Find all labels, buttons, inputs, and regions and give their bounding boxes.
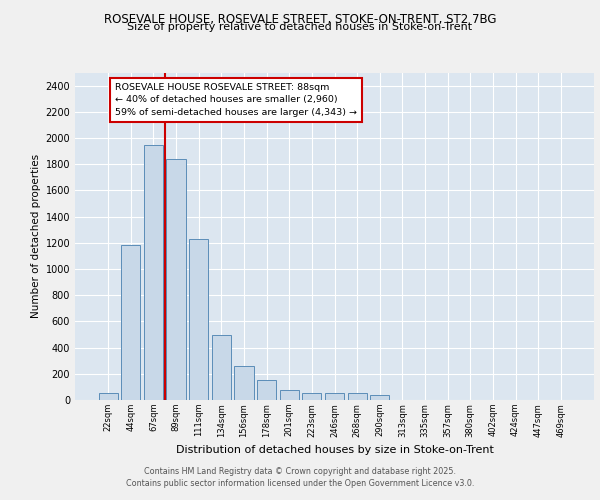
Bar xyxy=(121,246,140,400)
Bar xyxy=(144,144,163,400)
Text: ROSEVALE HOUSE, ROSEVALE STREET, STOKE-ON-TRENT, ST2 7BG: ROSEVALE HOUSE, ROSEVALE STREET, STOKE-O… xyxy=(104,12,496,26)
Bar xyxy=(235,366,254,400)
Bar xyxy=(166,159,186,400)
Text: Contains HM Land Registry data © Crown copyright and database right 2025.
Contai: Contains HM Land Registry data © Crown c… xyxy=(126,466,474,487)
X-axis label: Distribution of detached houses by size in Stoke-on-Trent: Distribution of detached houses by size … xyxy=(176,445,493,455)
Bar xyxy=(189,239,208,400)
Bar xyxy=(302,393,322,400)
Y-axis label: Number of detached properties: Number of detached properties xyxy=(31,154,41,318)
Bar xyxy=(325,393,344,400)
Bar xyxy=(280,390,299,400)
Bar xyxy=(257,380,276,400)
Bar xyxy=(347,394,367,400)
Text: ROSEVALE HOUSE ROSEVALE STREET: 88sqm
← 40% of detached houses are smaller (2,96: ROSEVALE HOUSE ROSEVALE STREET: 88sqm ← … xyxy=(115,83,357,117)
Bar xyxy=(98,393,118,400)
Text: Size of property relative to detached houses in Stoke-on-Trent: Size of property relative to detached ho… xyxy=(127,22,473,32)
Bar xyxy=(212,334,231,400)
Bar xyxy=(370,396,389,400)
